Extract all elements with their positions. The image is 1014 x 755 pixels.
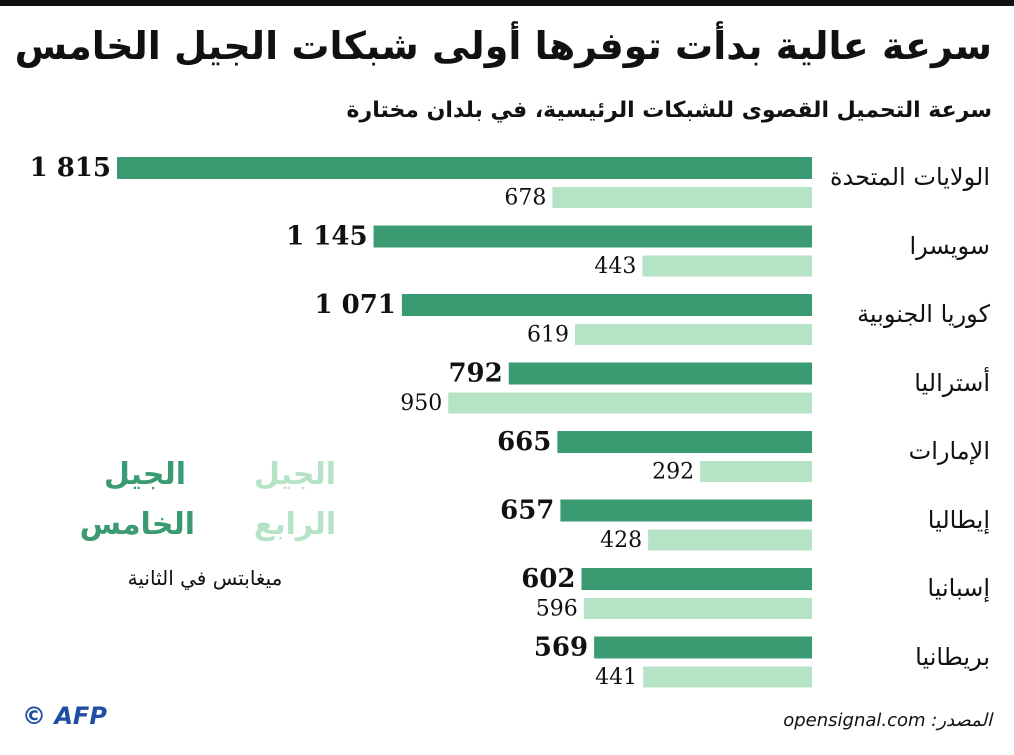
bar [552,187,812,208]
bar [700,461,812,482]
value-label: 665 [497,427,551,457]
chart-subtitle: سرعة التحميل القصوى للشبكات الرئيسية، في… [346,98,992,123]
value-label: 619 [527,323,569,348]
unit-label: ميغابتس في الثانية [127,566,283,590]
chart-title: سرعة عالية بدأت توفرها أولى شبكات الجيل … [14,24,992,68]
bar [642,255,812,277]
value-label: 1 815 [30,153,111,183]
category-label: إيطاليا [927,505,990,534]
category-label: بريطانيا [915,642,990,671]
value-label: 1 071 [314,290,395,320]
bar [401,294,812,316]
source: المصدر: opensignal.com [783,710,992,731]
value-label: 596 [536,597,578,622]
legend-entry: الجيل الخامس [79,457,195,542]
bar [117,157,812,179]
bar [581,568,812,590]
legend-entry: الجيل الرابع [253,457,337,542]
value-label: 792 [448,359,502,389]
bar [643,666,812,688]
value-label: 569 [534,633,588,663]
bar [508,362,812,385]
bar [594,636,812,659]
value-label: 441 [595,665,637,690]
bar [583,598,812,619]
bar [574,324,812,345]
value-label: 443 [594,254,636,279]
bar [648,529,812,551]
value-label: 657 [500,496,554,526]
value-label: 602 [521,564,575,594]
category-label: سويسرا [909,231,990,260]
value-label: 678 [504,186,546,211]
top-rule [0,0,1014,6]
category-label: الولايات المتحدة [829,163,990,191]
category-label: أستراليا [914,368,990,397]
category-label: كوريا الجنوبية [857,300,990,328]
category-label: إسبانيا [927,574,990,602]
category-label: الإمارات [908,437,990,465]
value-label: 292 [652,460,694,485]
bar [557,431,812,453]
bar [373,225,812,248]
credit: © AFP [22,702,107,730]
bar [448,392,812,414]
value-label: 950 [400,391,442,416]
bar [560,499,812,522]
value-label: 428 [600,528,642,553]
value-label: 1 145 [286,222,367,252]
